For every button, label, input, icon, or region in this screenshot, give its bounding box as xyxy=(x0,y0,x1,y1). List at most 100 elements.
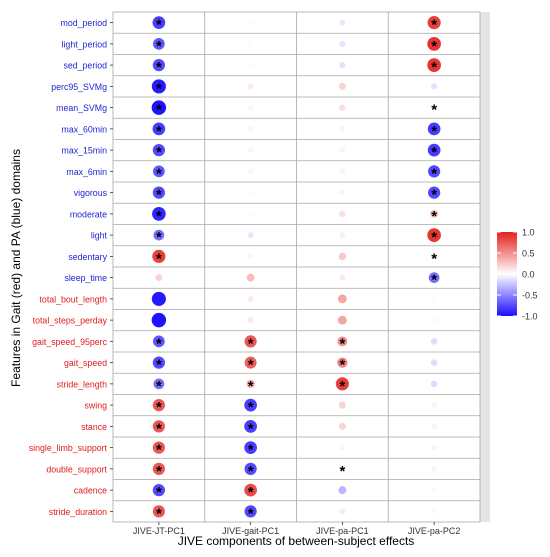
dot-sed_period-JIVE-pa-PC1 xyxy=(339,62,346,69)
significance-marker: * xyxy=(156,505,162,522)
significance-marker: * xyxy=(248,378,254,395)
dot-mean_SVMg-JIVE-JT-PC1 xyxy=(151,100,167,115)
dot-mean_SVMg-JIVE-pa-PC2 xyxy=(431,105,437,111)
dot-gait_speed_95perc-JIVE-pa-PC1 xyxy=(337,336,348,347)
dot-light_period-JIVE-JT-PC1 xyxy=(153,38,165,50)
significance-marker: * xyxy=(156,399,162,416)
panel-strip xyxy=(480,12,490,522)
dot-stance-JIVE-JT-PC1 xyxy=(152,420,165,433)
dot-stride_duration-JIVE-gait-PC1 xyxy=(244,505,257,518)
dot-max_60min-JIVE-pa-PC2 xyxy=(427,122,441,136)
component-label-JIVE-JT-PC1: JIVE-JT-PC1 xyxy=(133,526,185,536)
significance-marker: * xyxy=(156,463,162,480)
dot-max_15min-JIVE-pa-PC2 xyxy=(427,143,441,157)
significance-marker: * xyxy=(156,420,162,437)
feature-label-max_60min: max_60min xyxy=(62,124,108,134)
grid xyxy=(112,11,481,523)
dot-gait_speed-JIVE-JT-PC1 xyxy=(152,356,165,369)
dot-total_steps_perday-JIVE-pa-PC2 xyxy=(431,317,437,323)
dot-perc95_SVMg-JIVE-pa-PC1 xyxy=(338,82,346,90)
dot-max_15min-JIVE-pa-PC1 xyxy=(339,147,346,153)
dot-swing-JIVE-pa-PC2 xyxy=(431,402,437,408)
significance-marker: * xyxy=(431,272,437,289)
dot-perc95_SVMg-JIVE-JT-PC1 xyxy=(151,79,166,94)
legend-colorbar xyxy=(497,232,517,316)
significance-marker: * xyxy=(156,17,162,34)
dot-light_period-JIVE-pa-PC1 xyxy=(339,40,346,47)
dot-sed_period-JIVE-gait-PC1 xyxy=(248,62,254,68)
dot-mean_SVMg-JIVE-pa-PC1 xyxy=(339,104,346,111)
dot-double_support-JIVE-pa-PC2 xyxy=(431,466,437,472)
dot-cadence-JIVE-gait-PC1 xyxy=(244,483,257,497)
dot-gait_speed_95perc-JIVE-pa-PC2 xyxy=(430,338,438,345)
dot-max_6min-JIVE-pa-PC1 xyxy=(339,168,346,175)
significance-marker: * xyxy=(431,123,437,140)
dot-vigorous-JIVE-JT-PC1 xyxy=(152,186,165,199)
legend-tick-label: 0.0 xyxy=(522,270,535,280)
dot-cadence-JIVE-pa-PC1 xyxy=(338,486,347,495)
dot-single_limb_support-JIVE-gait-PC1 xyxy=(244,441,257,454)
significance-marker: * xyxy=(431,102,437,119)
dot-light_period-JIVE-pa-PC2 xyxy=(427,37,441,51)
legend-tick-label: 1.0 xyxy=(522,228,535,238)
dot-swing-JIVE-pa-PC1 xyxy=(338,401,346,409)
dot-single_limb_support-JIVE-JT-PC1 xyxy=(152,441,165,454)
significance-marker: * xyxy=(431,59,437,76)
dot-perc95_SVMg-JIVE-gait-PC1 xyxy=(247,83,254,90)
dot-total_steps_perday-JIVE-JT-PC1 xyxy=(151,312,167,328)
significance-marker: * xyxy=(156,38,162,55)
feature-label-vigorous: vigorous xyxy=(74,188,108,198)
dot-light-JIVE-pa-PC1 xyxy=(339,232,346,239)
dot-sed_period-JIVE-pa-PC2 xyxy=(427,58,441,72)
dot-double_support-JIVE-gait-PC1 xyxy=(244,462,257,475)
dot-moderate-JIVE-gait-PC1 xyxy=(248,211,254,217)
dot-sedentary-JIVE-JT-PC1 xyxy=(152,249,166,263)
significance-marker: * xyxy=(156,208,162,225)
dot-vigorous-JIVE-gait-PC1 xyxy=(248,190,254,196)
significance-marker: * xyxy=(431,208,437,225)
significance-marker: * xyxy=(248,463,254,480)
feature-label-gait_speed: gait_speed xyxy=(64,358,107,368)
dot-max_60min-JIVE-gait-PC1 xyxy=(247,126,254,132)
dot-moderate-JIVE-pa-PC1 xyxy=(339,210,346,218)
dot-sedentary-JIVE-pa-PC2 xyxy=(431,253,437,260)
dot-light-JIVE-pa-PC2 xyxy=(427,228,441,242)
significance-marker: * xyxy=(431,144,437,161)
dot-cadence-JIVE-pa-PC2 xyxy=(431,487,437,493)
significance-marker: * xyxy=(431,250,437,267)
significance-marker: * xyxy=(431,17,437,34)
dot-gait_speed-JIVE-pa-PC1 xyxy=(337,357,348,368)
legend-tick-label: -1.0 xyxy=(522,312,538,322)
significance-marker: * xyxy=(339,335,345,352)
dot-gait_speed_95perc-JIVE-gait-PC1 xyxy=(244,335,257,348)
dot-double_support-JIVE-JT-PC1 xyxy=(152,462,165,475)
dot-swing-JIVE-gait-PC1 xyxy=(244,398,257,412)
dot-sleep_time-JIVE-gait-PC1 xyxy=(246,273,255,282)
significance-marker: * xyxy=(248,357,254,374)
significance-marker: * xyxy=(339,463,345,480)
feature-label-total_bout_length: total_bout_length xyxy=(39,294,107,304)
significance-marker: * xyxy=(156,378,162,395)
significance-marker: * xyxy=(156,335,162,352)
feature-label-total_steps_perday: total_steps_perday xyxy=(33,316,108,326)
significance-marker: * xyxy=(431,38,437,55)
feature-label-cadence: cadence xyxy=(74,486,107,496)
significance-marker: * xyxy=(248,484,254,501)
x-axis-title: JIVE components of between-subject effec… xyxy=(178,534,415,548)
dot-moderate-JIVE-pa-PC2 xyxy=(430,209,439,218)
feature-label-single_limb_support: single_limb_support xyxy=(29,443,108,453)
dot-stride_duration-JIVE-pa-PC1 xyxy=(339,508,346,515)
dot-mean_SVMg-JIVE-gait-PC1 xyxy=(247,104,254,111)
dot-total_steps_perday-JIVE-pa-PC1 xyxy=(337,315,347,325)
feature-labels: mod_period light_period sed_period perc95_S… xyxy=(29,18,113,517)
feature-label-max_15min: max_15min xyxy=(62,146,108,156)
feature-label-swing: swing xyxy=(85,401,108,411)
significance-marker: * xyxy=(431,187,437,204)
color-legend: 1.0 0.5 0.0 -0.5 -1.0 xyxy=(497,228,538,322)
legend-tick-label: -0.5 xyxy=(522,291,538,301)
component-labels: JIVE-JT-PC1 JIVE-gait-PC1 JIVE-pa-PC1 JIVE-… xyxy=(133,522,460,536)
feature-label-sleep_time: sleep_time xyxy=(64,273,107,283)
component-label-JIVE-pa-PC1: JIVE-pa-PC1 xyxy=(316,526,369,536)
dot-stance-JIVE-pa-PC1 xyxy=(338,422,346,430)
